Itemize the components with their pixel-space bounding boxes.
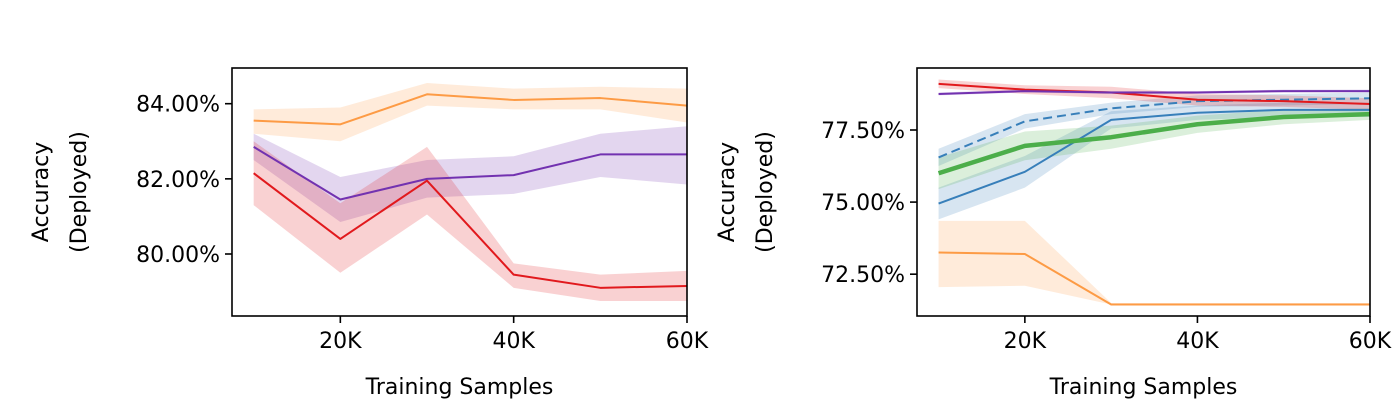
x-tick-label-2: 60K xyxy=(1349,329,1392,354)
plot-frame xyxy=(916,67,1371,317)
x-tick-label-0: 20K xyxy=(1004,329,1047,354)
series-line-2 xyxy=(253,172,687,289)
series-line-5 xyxy=(938,90,1370,95)
x-tick-label-1: 40K xyxy=(1176,329,1219,354)
confidence-band-4 xyxy=(938,79,1370,110)
series-line-1 xyxy=(938,108,1370,205)
series-line-0 xyxy=(938,251,1370,306)
series-line-0 xyxy=(253,93,687,126)
chart-left: 20K 40K 60K 80.00% 82.00% 84.00% Training Samp… xyxy=(29,67,709,400)
confidence-band-2 xyxy=(253,141,687,301)
y-axis-label-line-0: Accuracy xyxy=(715,142,740,242)
plot-area xyxy=(937,79,1370,306)
x-tick-label-1: 40K xyxy=(492,329,535,354)
y-axis-label-line-1: (Deployed) xyxy=(753,131,778,253)
x-axis-label: Training Samples xyxy=(1049,375,1238,400)
x-tick-label-2: 60K xyxy=(666,329,709,354)
confidence-band-0 xyxy=(938,220,1370,305)
chart-right: 20K 40K 60K 72.50% 75.00% 77.50% Training Samp… xyxy=(715,67,1392,400)
y-tick-label-2: 77.50% xyxy=(821,119,905,144)
y-tick-label-1: 82.00% xyxy=(136,168,220,193)
series-line-2 xyxy=(938,97,1370,159)
x-axis-label: Training Samples xyxy=(365,375,554,400)
x-tick-label-0: 20K xyxy=(319,329,362,354)
y-tick-label-0: 80.00% xyxy=(136,243,220,268)
confidence-band-1 xyxy=(253,126,687,223)
plot-frame xyxy=(231,67,688,317)
series-line-4 xyxy=(938,82,1370,106)
series-line-1 xyxy=(253,146,687,201)
y-axis-label-line-1: (Deployed) xyxy=(67,131,92,253)
y-axis-label-line-0: Accuracy xyxy=(29,142,54,242)
y-tick-label-2: 84.00% xyxy=(136,93,220,118)
series-line-3 xyxy=(937,111,1370,176)
plot-area xyxy=(253,83,687,301)
y-tick-label-0: 72.50% xyxy=(821,263,905,288)
y-tick-label-1: 75.00% xyxy=(821,191,905,216)
